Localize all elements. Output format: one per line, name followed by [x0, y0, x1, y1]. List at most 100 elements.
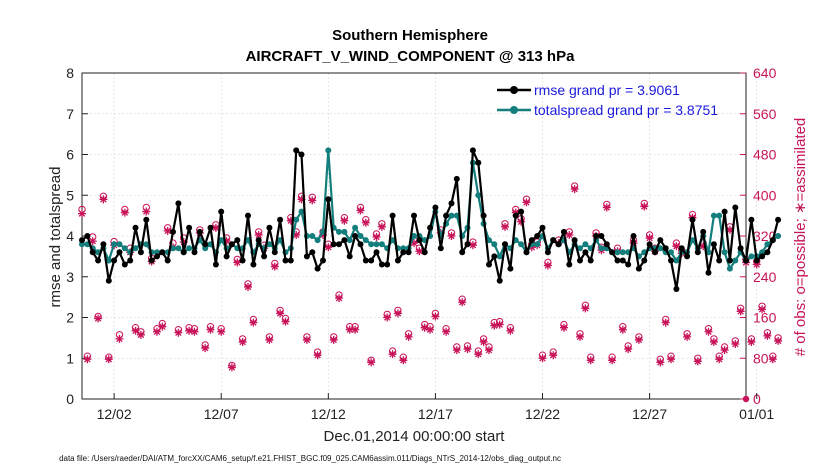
rmse-point	[362, 257, 369, 264]
legend-rmse-label: rmse grand pr = 3.9061	[534, 82, 680, 98]
totalspread-point	[689, 237, 696, 244]
rmse-point	[89, 249, 96, 256]
obs-assimilated-point	[768, 355, 777, 364]
obs-assimilated-point	[458, 298, 467, 307]
obs-assimilated-point	[752, 260, 761, 269]
totalspread-point	[293, 216, 300, 223]
obs-assimilated-point	[377, 222, 386, 231]
totalspread-point	[378, 241, 385, 248]
rmse-point	[598, 233, 605, 239]
totalspread-point	[448, 212, 455, 219]
rmse-point	[459, 249, 466, 256]
obs-assimilated-point	[699, 242, 708, 251]
obs-assimilated-point	[190, 327, 199, 336]
totalspread-point	[362, 237, 369, 244]
obs-assimilated-point	[217, 327, 226, 336]
obs-assimilated-point	[276, 309, 285, 318]
obs-assimilated-point	[447, 232, 456, 240]
rmse-point	[539, 224, 546, 231]
rmse-point	[261, 253, 268, 260]
rmse-point	[534, 233, 541, 239]
rmse-point	[528, 237, 535, 244]
rmse-point	[282, 257, 289, 264]
totalspread-point	[79, 241, 85, 248]
rmse-point	[148, 257, 155, 264]
obs-assimilated-point	[383, 313, 392, 322]
obs-assimilated-point	[94, 314, 103, 323]
obs-assimilated-point	[640, 202, 649, 211]
y-tick-label: 1	[66, 350, 74, 366]
obs-assimilated-point	[104, 355, 113, 364]
totalspread-point	[325, 147, 332, 154]
rmse-point	[105, 277, 112, 284]
obs-assimilated-point	[527, 243, 536, 252]
y2-tick-label: 160	[753, 310, 777, 326]
rmse-point	[191, 249, 198, 256]
obs-assimilated-point	[211, 223, 220, 232]
obs-assimilated-point	[206, 325, 215, 334]
rmse-point	[437, 245, 444, 252]
rmse-point	[480, 212, 487, 219]
totalspread-point	[368, 241, 375, 248]
rmse-point	[668, 257, 674, 264]
rmse-point	[207, 224, 214, 231]
rmse-point	[512, 212, 519, 219]
obs-assimilated-point	[559, 323, 568, 332]
obs-assimilated-point	[372, 233, 381, 242]
totalspread-point	[759, 249, 766, 256]
rmse-point	[443, 212, 450, 219]
rmse-point	[641, 257, 648, 264]
obs-assimilated-point	[158, 322, 167, 331]
obs-assimilated-point	[179, 238, 188, 247]
obs-assimilated-point	[345, 325, 354, 334]
obs-assimilated-point	[78, 209, 86, 218]
y-tick-label: 5	[66, 187, 74, 203]
rmse-point	[137, 249, 144, 256]
obs-assimilated-point	[581, 304, 590, 313]
totalspread-point	[400, 245, 407, 252]
obs-assimilated-point	[351, 325, 360, 334]
totalspread-point	[346, 237, 353, 244]
obs-assimilated-point	[774, 336, 783, 345]
rmse-point	[212, 261, 219, 268]
legend-spread-label: totalspread grand pr = 3.8751	[534, 102, 718, 118]
rmse-point	[266, 224, 273, 231]
rmse-point	[689, 216, 696, 223]
rmse-point	[630, 233, 637, 239]
obs-assimilated-point	[618, 325, 627, 334]
rmse-point	[95, 257, 102, 264]
obs-assimilated-point	[99, 195, 108, 204]
obs-assimilated-point	[570, 185, 579, 194]
totalspread-point	[726, 265, 733, 272]
obs-assimilated-point	[725, 225, 734, 234]
rmse-point	[127, 257, 134, 264]
rmse-point	[748, 216, 755, 223]
obs-assimilated-point	[292, 230, 301, 239]
obs-assimilated-point	[367, 358, 376, 367]
obs-assimilated-point	[281, 317, 290, 326]
rmse-point	[694, 249, 701, 256]
obs-assimilated-point	[163, 226, 172, 235]
obs-assimilated-point	[83, 355, 92, 364]
obs-assimilated-point	[361, 218, 370, 227]
obs-assimilated-point	[238, 337, 247, 346]
totalspread-point	[716, 212, 723, 219]
rmse-point	[309, 249, 316, 256]
rmse-point	[577, 257, 583, 264]
rmse-point	[346, 253, 353, 260]
rmse-point	[116, 249, 123, 256]
data-file-footer: data file: /Users/raeder/DAI/ATM_forcXX/…	[59, 454, 561, 463]
obs-assimilated-point	[634, 335, 643, 344]
rmse-point	[186, 224, 193, 231]
obs-assimilated-point	[356, 206, 365, 215]
obs-assimilated-point	[704, 327, 713, 336]
rmse-point	[464, 241, 471, 248]
obs-assimilated-point	[715, 355, 724, 364]
rmse-point	[432, 204, 439, 211]
obs-assimilated-point	[624, 345, 633, 354]
totalspread-point	[143, 241, 150, 248]
rmse-series	[79, 147, 782, 292]
totalspread-point	[598, 245, 605, 252]
obs-assimilated-point	[393, 309, 402, 318]
obs-assimilated-point	[586, 356, 595, 365]
